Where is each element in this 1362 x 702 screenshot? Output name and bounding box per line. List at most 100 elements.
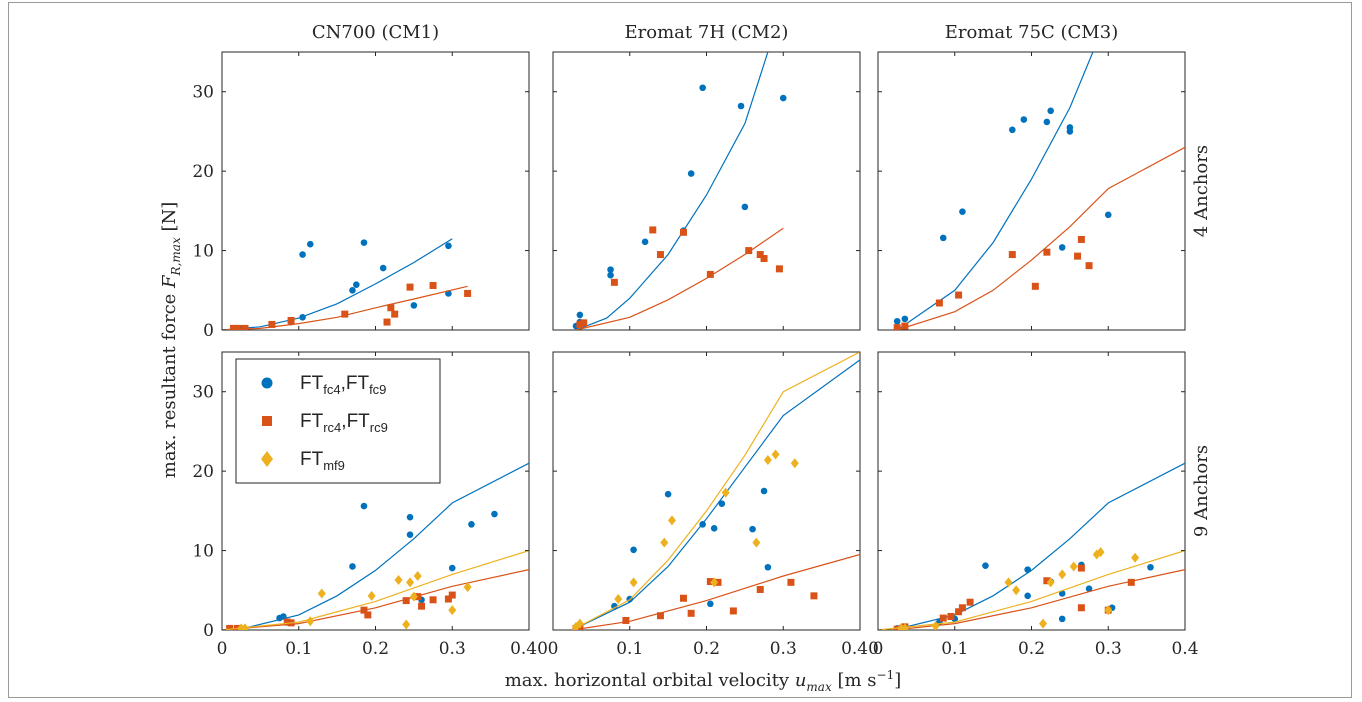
data-point-rc <box>429 282 437 290</box>
data-point-mf <box>572 621 581 630</box>
y-tick-label: 10 <box>192 542 214 562</box>
data-point-rc <box>580 319 588 327</box>
data-point-fc <box>760 487 768 495</box>
panel-plot-area <box>572 52 787 330</box>
data-point-rc <box>756 585 764 593</box>
legend-label-fc: FTfc4,FTfc9 <box>300 373 386 397</box>
data-point-fc <box>1104 211 1112 219</box>
x-tick-label: 0 <box>548 639 559 659</box>
x-tick-label: 0.4 <box>1171 639 1198 659</box>
panel-plot-area <box>893 52 1185 330</box>
data-point-fc <box>779 94 787 102</box>
row-title: 4 Anchors <box>1191 145 1212 237</box>
data-point-rc <box>1127 578 1135 586</box>
data-point-rc <box>756 251 764 259</box>
x-tick-label: 0 <box>873 639 884 659</box>
data-point-rc <box>226 624 234 630</box>
fit-line-mf <box>222 550 529 630</box>
fit-line-fc <box>896 52 1094 330</box>
data-point-fc <box>1058 244 1066 251</box>
data-point-mf <box>667 515 676 526</box>
data-point-mf <box>394 574 403 585</box>
data-point-fc <box>1147 563 1154 571</box>
data-point-rc <box>230 324 238 330</box>
data-point-mf <box>1096 547 1105 558</box>
data-point-fc <box>607 271 614 279</box>
data-point-fc <box>360 502 368 510</box>
panel-r1-c1: 0 0.1 0.2 0.3 0.40 <box>548 351 879 659</box>
data-point-fc <box>630 546 637 554</box>
data-point-rc <box>729 607 737 615</box>
data-point-fc <box>299 251 306 258</box>
data-point-fc <box>1020 116 1028 123</box>
fit-line-mf <box>878 550 1185 630</box>
data-point-fc <box>741 203 749 211</box>
panel-plot-area <box>878 462 1185 630</box>
data-point-mf <box>1012 585 1021 596</box>
y-tick-label: 30 <box>192 383 214 403</box>
data-point-mf <box>752 537 761 548</box>
data-point-mf <box>771 449 780 460</box>
data-point-fc <box>1047 107 1054 115</box>
data-point-fc <box>306 240 314 248</box>
data-point-fc <box>607 266 614 273</box>
legend-label-mf: FTmf9 <box>300 449 345 473</box>
data-point-fc <box>699 84 706 92</box>
data-point-fc <box>710 525 718 532</box>
y-tick-label: 10 <box>192 242 214 262</box>
data-point-fc <box>349 286 356 294</box>
column-title: CN700 (CM1) <box>312 22 439 43</box>
data-point-rc <box>958 604 966 612</box>
legend: FTfc4,FTfc9 FTrc4,FTrc9 FTmf9 <box>235 358 441 484</box>
x-tick-label: 0.3 <box>1095 639 1122 659</box>
data-point-fc <box>349 563 356 570</box>
data-point-rc <box>418 602 426 610</box>
data-point-fc <box>699 521 706 528</box>
fit-line-rc <box>222 285 468 330</box>
data-point-fc <box>406 531 414 538</box>
x-tick-label: 0.40 <box>841 639 879 659</box>
panel-axes-box <box>552 51 861 331</box>
data-point-mf <box>790 458 799 469</box>
x-tick-label: 0.2 <box>693 639 720 659</box>
panel-axes-box <box>221 51 530 331</box>
data-point-fc <box>664 490 672 498</box>
data-point-rc <box>341 310 349 318</box>
data-point-mf <box>306 616 315 627</box>
data-point-rc <box>649 226 657 234</box>
panel-axes-box <box>877 51 1186 331</box>
data-point-mf <box>317 588 326 599</box>
data-point-rc <box>387 304 395 312</box>
figure-frame <box>8 2 1352 698</box>
legend-marker-rc <box>262 416 272 426</box>
data-point-fc <box>901 315 909 323</box>
data-point-rc <box>787 578 795 586</box>
x-tick-label: 0.1 <box>941 639 968 659</box>
fit-line-fc <box>222 238 453 330</box>
data-point-rc <box>360 606 368 614</box>
panel-r0-c1: Eromat 7H (CM2) <box>552 22 861 331</box>
data-point-mf <box>1104 605 1113 616</box>
legend-marker-mf <box>261 451 273 467</box>
data-point-rc <box>745 247 753 255</box>
data-point-mf <box>763 455 772 466</box>
x-tick-label: 0.2 <box>362 639 389 659</box>
data-point-rc <box>383 318 391 326</box>
data-point-rc <box>947 612 955 620</box>
data-point-fc <box>445 242 452 250</box>
data-point-fc <box>1085 585 1093 592</box>
data-point-rc <box>656 251 664 259</box>
data-point-mf <box>660 537 669 548</box>
data-point-rc <box>429 596 437 604</box>
data-point-mf <box>402 619 411 630</box>
data-point-rc <box>1077 604 1085 612</box>
x-tick-label: 0.2 <box>1018 639 1045 659</box>
data-point-rc <box>402 597 410 605</box>
data-point-rc <box>1031 282 1039 290</box>
column-title: Eromat 75C (CM3) <box>945 22 1118 43</box>
data-point-rc <box>233 324 241 330</box>
data-point-fc <box>718 500 726 508</box>
data-point-rc <box>268 320 276 328</box>
data-point-rc <box>901 322 909 330</box>
data-point-rc <box>233 624 241 630</box>
